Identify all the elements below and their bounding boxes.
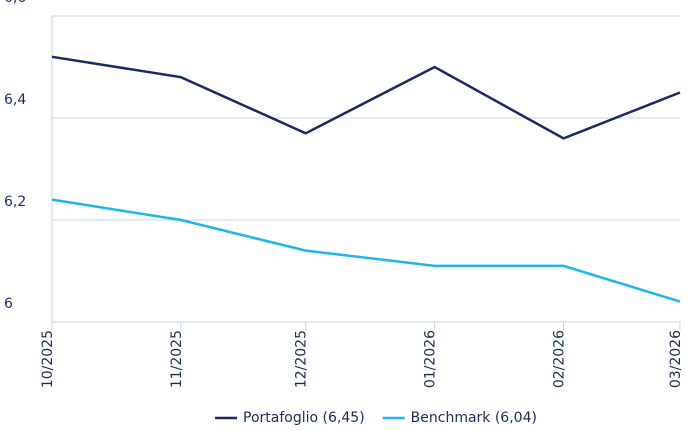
series-line bbox=[51, 198, 681, 303]
x-tick-label: 10/2025 bbox=[40, 330, 56, 388]
legend-label: Portafoglio (6,45) bbox=[243, 410, 365, 426]
x-tick-label: 12/2025 bbox=[294, 330, 310, 388]
x-tick-label: 02/2026 bbox=[552, 330, 568, 388]
legend: Portafoglio (6,45) Benchmark (6,04) bbox=[215, 410, 537, 426]
y-tick-label: 6,6 bbox=[4, 0, 26, 6]
y-tick-label: 6,2 bbox=[4, 194, 26, 210]
legend-label: Benchmark (6,04) bbox=[411, 410, 537, 426]
x-tick-label: 03/2026 bbox=[668, 330, 684, 388]
x-tick-label: 01/2026 bbox=[423, 330, 439, 388]
y-tick-label: 6,4 bbox=[4, 92, 26, 108]
y-tick-label: 6 bbox=[4, 296, 13, 312]
x-tick-label: 11/2025 bbox=[169, 330, 185, 388]
series-line bbox=[51, 55, 681, 140]
